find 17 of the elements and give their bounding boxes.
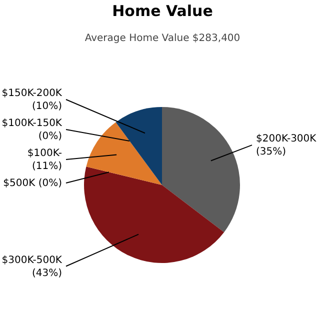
slice-label: $300K-500K	[2, 254, 62, 266]
category-label: $100K-150K	[2, 118, 62, 129]
chart-subtitle: Average Home Value $283,400	[84, 33, 240, 44]
slice-label: $100K-	[27, 148, 62, 159]
slice-label: $200K-300K	[256, 134, 317, 145]
text: (0%)	[38, 130, 62, 142]
data-label: (35%)	[256, 146, 286, 158]
data-label: (10%)	[32, 100, 62, 112]
data-label: (43%)	[32, 268, 62, 279]
chart-title: Home Value	[112, 2, 213, 20]
pie-slice	[162, 107, 240, 232]
legend-label: $500K (0%)	[3, 178, 62, 189]
pie-slice	[116, 107, 162, 185]
data-label: (11%)	[32, 160, 62, 172]
pie-slice	[84, 166, 224, 263]
pie-slice	[86, 122, 162, 185]
slice-label: $150K-200K	[2, 88, 62, 99]
